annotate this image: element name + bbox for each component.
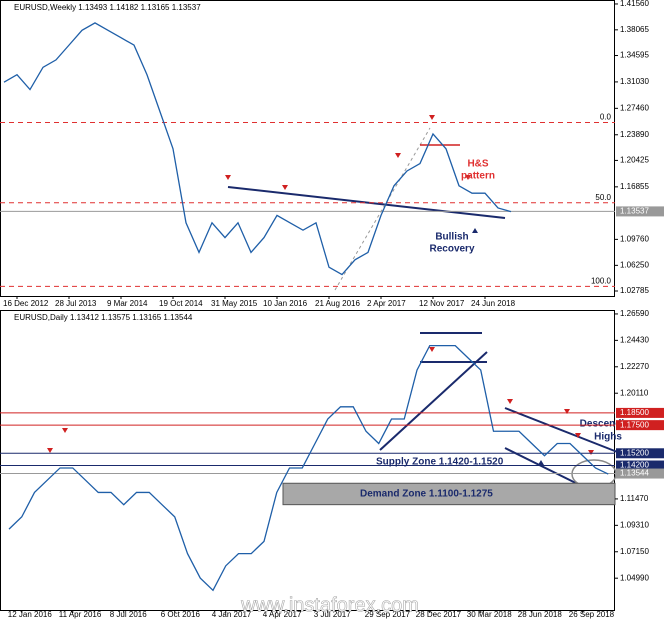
x-tick-label: 29 Sep 2017 bbox=[365, 610, 411, 619]
x-tick-label: 11 Apr 2016 bbox=[59, 610, 102, 619]
x-tick-label: 28 Jun 2018 bbox=[518, 610, 563, 619]
panel-frame bbox=[0, 0, 615, 297]
level-label: 0.0 bbox=[600, 113, 612, 122]
y-tick-label: 1.02785 bbox=[620, 286, 649, 295]
x-tick-label: 6 Oct 2016 bbox=[161, 610, 201, 619]
y-tick-label: 1.34595 bbox=[620, 51, 649, 60]
price-box bbox=[616, 448, 664, 459]
y-tick-label: 1.23890 bbox=[620, 130, 649, 139]
arrow bbox=[472, 228, 478, 233]
price-label: 1.14200 bbox=[620, 461, 649, 470]
x-tick-label: 21 Aug 2016 bbox=[315, 299, 360, 308]
y-tick-label: 1.20110 bbox=[620, 388, 649, 397]
trendline bbox=[334, 127, 431, 291]
annotation: Bullish bbox=[435, 232, 468, 243]
y-tick-label: 1.06250 bbox=[620, 260, 649, 269]
y-tick-label: 1.09760 bbox=[620, 234, 649, 243]
x-tick-label: 28 Dec 2017 bbox=[416, 610, 462, 619]
x-tick-label: 4 Apr 2017 bbox=[263, 610, 302, 619]
annotation: Highs bbox=[594, 432, 622, 443]
x-tick-label: 31 May 2015 bbox=[211, 299, 258, 308]
y-tick-label: 1.38065 bbox=[620, 25, 649, 34]
x-tick-label: 2 Apr 2017 bbox=[367, 299, 406, 308]
y-tick-label: 1.27460 bbox=[620, 103, 649, 112]
x-tick-label: 3 Jul 2017 bbox=[314, 610, 351, 619]
demand-zone bbox=[282, 482, 616, 506]
panel-frame bbox=[0, 310, 615, 611]
level-label: 50.0 bbox=[595, 193, 611, 202]
price-box bbox=[616, 420, 664, 431]
x-tick-label: 30 Mar 2018 bbox=[467, 610, 512, 619]
trendline bbox=[504, 407, 626, 456]
y-tick-label: 1.07150 bbox=[620, 547, 649, 556]
y-tick-label: 1.16855 bbox=[620, 182, 649, 191]
price-line bbox=[8, 344, 609, 592]
x-tick-label: 26 Sep 2018 bbox=[569, 610, 615, 619]
y-tick-label: 1.20425 bbox=[620, 156, 649, 165]
price-box bbox=[616, 460, 664, 471]
y-tick-label: 1.41560 bbox=[620, 0, 649, 8]
y-tick-label: 1.09310 bbox=[620, 520, 649, 529]
price-label: 1.13544 bbox=[620, 469, 649, 478]
x-tick-label: 4 Jan 2017 bbox=[212, 610, 252, 619]
y-tick-label: 1.31030 bbox=[620, 77, 649, 86]
x-tick-label: 12 Nov 2017 bbox=[419, 299, 465, 308]
price-label: 1.15200 bbox=[620, 448, 649, 457]
annotation: Recovery bbox=[429, 244, 474, 255]
x-tick-label: 16 Dec 2012 bbox=[3, 299, 49, 308]
trendline bbox=[227, 186, 506, 219]
zone-label: Demand Zone 1.1100-1.1275 bbox=[360, 489, 493, 500]
price-box bbox=[616, 468, 664, 479]
annotation: pattern bbox=[461, 171, 495, 182]
x-tick-label: 10 Jan 2016 bbox=[263, 299, 308, 308]
panel-title: EURUSD,Daily 1.13412 1.13575 1.13165 1.1… bbox=[14, 313, 193, 322]
price-box bbox=[616, 407, 664, 418]
price-label: 1.13537 bbox=[620, 207, 649, 216]
trendline bbox=[379, 351, 488, 451]
price-box bbox=[616, 206, 664, 217]
x-tick-label: 9 Mar 2014 bbox=[107, 299, 148, 308]
watermark: www.instaforex.com bbox=[240, 594, 419, 616]
panel-title: EURUSD,Weekly 1.13493 1.14182 1.13165 1.… bbox=[14, 3, 201, 12]
price-label: 1.17500 bbox=[620, 420, 649, 429]
x-tick-label: 8 Jul 2016 bbox=[110, 610, 147, 619]
annotation: Supply Zone 1.1420-1.1520 bbox=[376, 457, 504, 468]
x-tick-label: 28 Jul 2013 bbox=[55, 299, 97, 308]
level-label: 100.0 bbox=[591, 276, 612, 285]
x-tick-label: 24 Jun 2018 bbox=[471, 299, 516, 308]
y-tick-label: 1.11470 bbox=[620, 494, 649, 503]
x-tick-label: 19 Oct 2014 bbox=[159, 299, 203, 308]
y-tick-label: 1.04990 bbox=[620, 573, 649, 582]
y-tick-label: 1.26590 bbox=[620, 309, 649, 318]
y-tick-label: 1.24430 bbox=[620, 335, 649, 344]
annotation: Descending bbox=[580, 419, 637, 430]
price-line bbox=[3, 22, 512, 276]
annotation: H&S bbox=[467, 159, 488, 170]
price-label: 1.18500 bbox=[620, 408, 649, 417]
arrow bbox=[538, 460, 544, 465]
x-tick-label: 12 Jan 2016 bbox=[8, 610, 53, 619]
y-tick-label: 1.22270 bbox=[620, 362, 649, 371]
